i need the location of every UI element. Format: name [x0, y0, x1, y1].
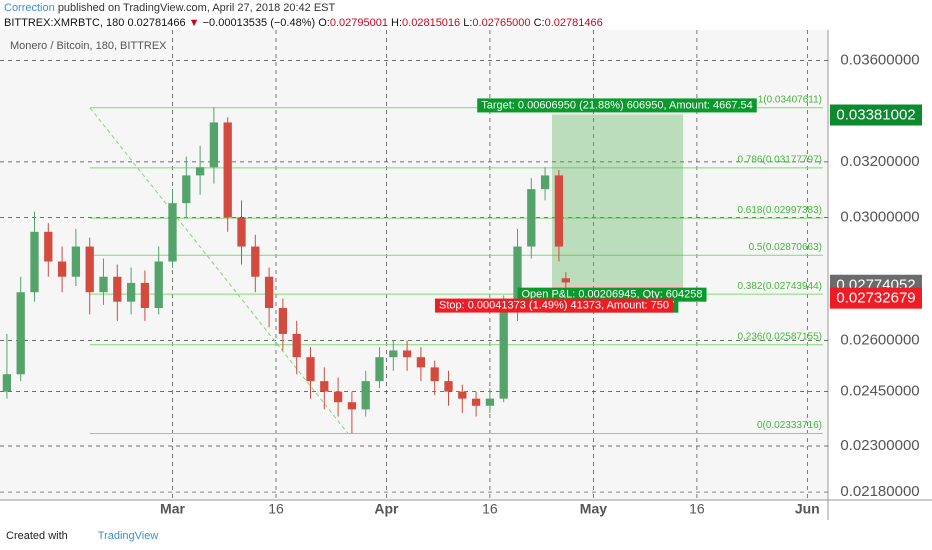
candle-body — [527, 189, 536, 247]
candle-body — [99, 276, 108, 293]
y-tick-label: 0.02300000 — [840, 437, 919, 454]
candle-body — [71, 246, 81, 277]
candle-body — [306, 357, 315, 382]
candle-body — [195, 167, 205, 176]
x-tick-label: Apr — [374, 501, 399, 517]
fib-label: 0.5(0.02870663) — [749, 242, 822, 253]
y-tick-label: 0.02450000 — [840, 383, 919, 400]
candle-body — [499, 308, 508, 399]
candle-body — [182, 175, 191, 204]
candle-body — [361, 381, 370, 410]
target-label-bg — [477, 98, 757, 113]
created: Created with — [6, 530, 68, 542]
x-tick-label: May — [580, 501, 607, 517]
pnl-label-bg — [517, 287, 707, 302]
chart: Monero / Bitcoin, 180, BITTREX 0.0360000… — [0, 30, 932, 520]
price-tag-bg — [830, 287, 922, 309]
candle-body — [154, 261, 163, 309]
candles — [2, 107, 570, 434]
fib-label: 0.618(0.02997383) — [737, 205, 822, 216]
ohlc-value: 0.02795001 — [329, 17, 388, 29]
candle-body — [223, 122, 232, 218]
y-tick-label: 0.02600000 — [840, 331, 919, 348]
price-tag: 0.03381002 — [836, 106, 915, 123]
pnl-label: Open P&L: 0.00206945, Qty: 604258 — [521, 289, 702, 301]
candle-body — [347, 402, 357, 410]
arrow: ▼ — [188, 17, 200, 29]
stop-label-bg — [435, 298, 673, 313]
candle-body — [113, 276, 122, 302]
y-tick-label: 0.03200000 — [840, 153, 919, 170]
y-tick-label: 0.02180000 — [840, 483, 919, 500]
candle-body — [540, 175, 550, 190]
candle-body — [30, 231, 39, 293]
ohlc: O:0.02795001 H:0.02815016 L:0.02765000 C… — [318, 17, 603, 29]
candle-body — [140, 282, 150, 309]
fib-label: 0.236(0.02587155) — [737, 331, 822, 342]
candle-body — [471, 398, 481, 406]
candle-body — [168, 203, 177, 262]
y-tick-label: 0.03000000 — [840, 208, 919, 225]
candle-body — [389, 350, 398, 358]
candle-body — [126, 282, 136, 302]
candle-body — [458, 391, 467, 399]
ohlc-key: L: — [463, 17, 473, 29]
published: published on TradingView.com, April 27, … — [57, 2, 336, 14]
candle-body — [57, 261, 67, 277]
candle-body — [333, 391, 343, 403]
candle-body — [2, 374, 12, 392]
x-tick-label: 16 — [689, 501, 705, 517]
ohlc-key: H: — [391, 17, 403, 29]
candle-body — [416, 357, 426, 368]
fib-label: 0(0.02333716) — [757, 420, 822, 431]
candle-body — [561, 278, 570, 283]
legend: Monero / Bitcoin, 180, BITTREX — [10, 40, 167, 52]
candle-body — [264, 276, 274, 309]
change: −0.00013535 (−0.48%) — [202, 17, 316, 29]
ohlc-value: 0.02781466 — [544, 17, 603, 29]
header: Correction published on TradingView.com,… — [4, 2, 335, 14]
ohlc-key: C: — [533, 17, 545, 29]
candle-body — [237, 217, 246, 247]
candle-body — [402, 350, 412, 358]
symbol-bar: BITTREX:XMRBTC, 180 0.02781466 ▼ −0.0001… — [4, 17, 603, 29]
last: 0.02781466 — [127, 17, 186, 29]
candle-body — [320, 381, 329, 392]
fib-label: 1(0.03407611) — [758, 94, 822, 105]
candle-body — [444, 381, 453, 392]
candle-body — [251, 246, 260, 277]
brand: TradingView — [97, 530, 159, 542]
candle-body — [375, 357, 384, 382]
ohlc-value: 0.02815016 — [402, 17, 461, 29]
candle-body — [513, 246, 522, 309]
idea-title: Correction — [4, 2, 55, 14]
candle-body — [430, 367, 439, 382]
candle-body — [485, 398, 495, 406]
price-tag-bg — [830, 104, 922, 126]
target-zone — [552, 114, 684, 285]
candle-body — [554, 175, 564, 247]
ohlc-key: O: — [318, 17, 330, 29]
fib-label: 0.786(0.03177797) — [737, 154, 822, 165]
stop-label: Stop: 0.00041373 (1.49%) 41373, Amount: … — [439, 300, 669, 312]
candle-body — [16, 292, 25, 375]
ohlc-value: 0.02765000 — [472, 17, 531, 29]
candle-body — [278, 308, 288, 334]
candle-body — [44, 231, 53, 262]
footer: Created with TradingView — [6, 530, 158, 542]
candle-body — [209, 122, 219, 168]
candle-body — [85, 246, 94, 293]
x-tick-label: 16 — [268, 501, 284, 517]
symbol: BITTREX:XMRBTC, 180 — [4, 17, 125, 29]
price-tag: 0.02732679 — [836, 290, 915, 307]
y-tick-label: 0.03600000 — [840, 51, 919, 68]
x-tick-label: Jun — [795, 501, 820, 517]
candle-body — [292, 333, 301, 358]
fib-trend — [89, 107, 349, 434]
target-label: Target: 0.00606950 (21.88%) 606950, Amou… — [481, 99, 753, 111]
x-tick-label: 16 — [482, 501, 498, 517]
x-tick-label: Mar — [160, 501, 185, 517]
fib-label: 0.382(0.02743944) — [737, 281, 822, 292]
